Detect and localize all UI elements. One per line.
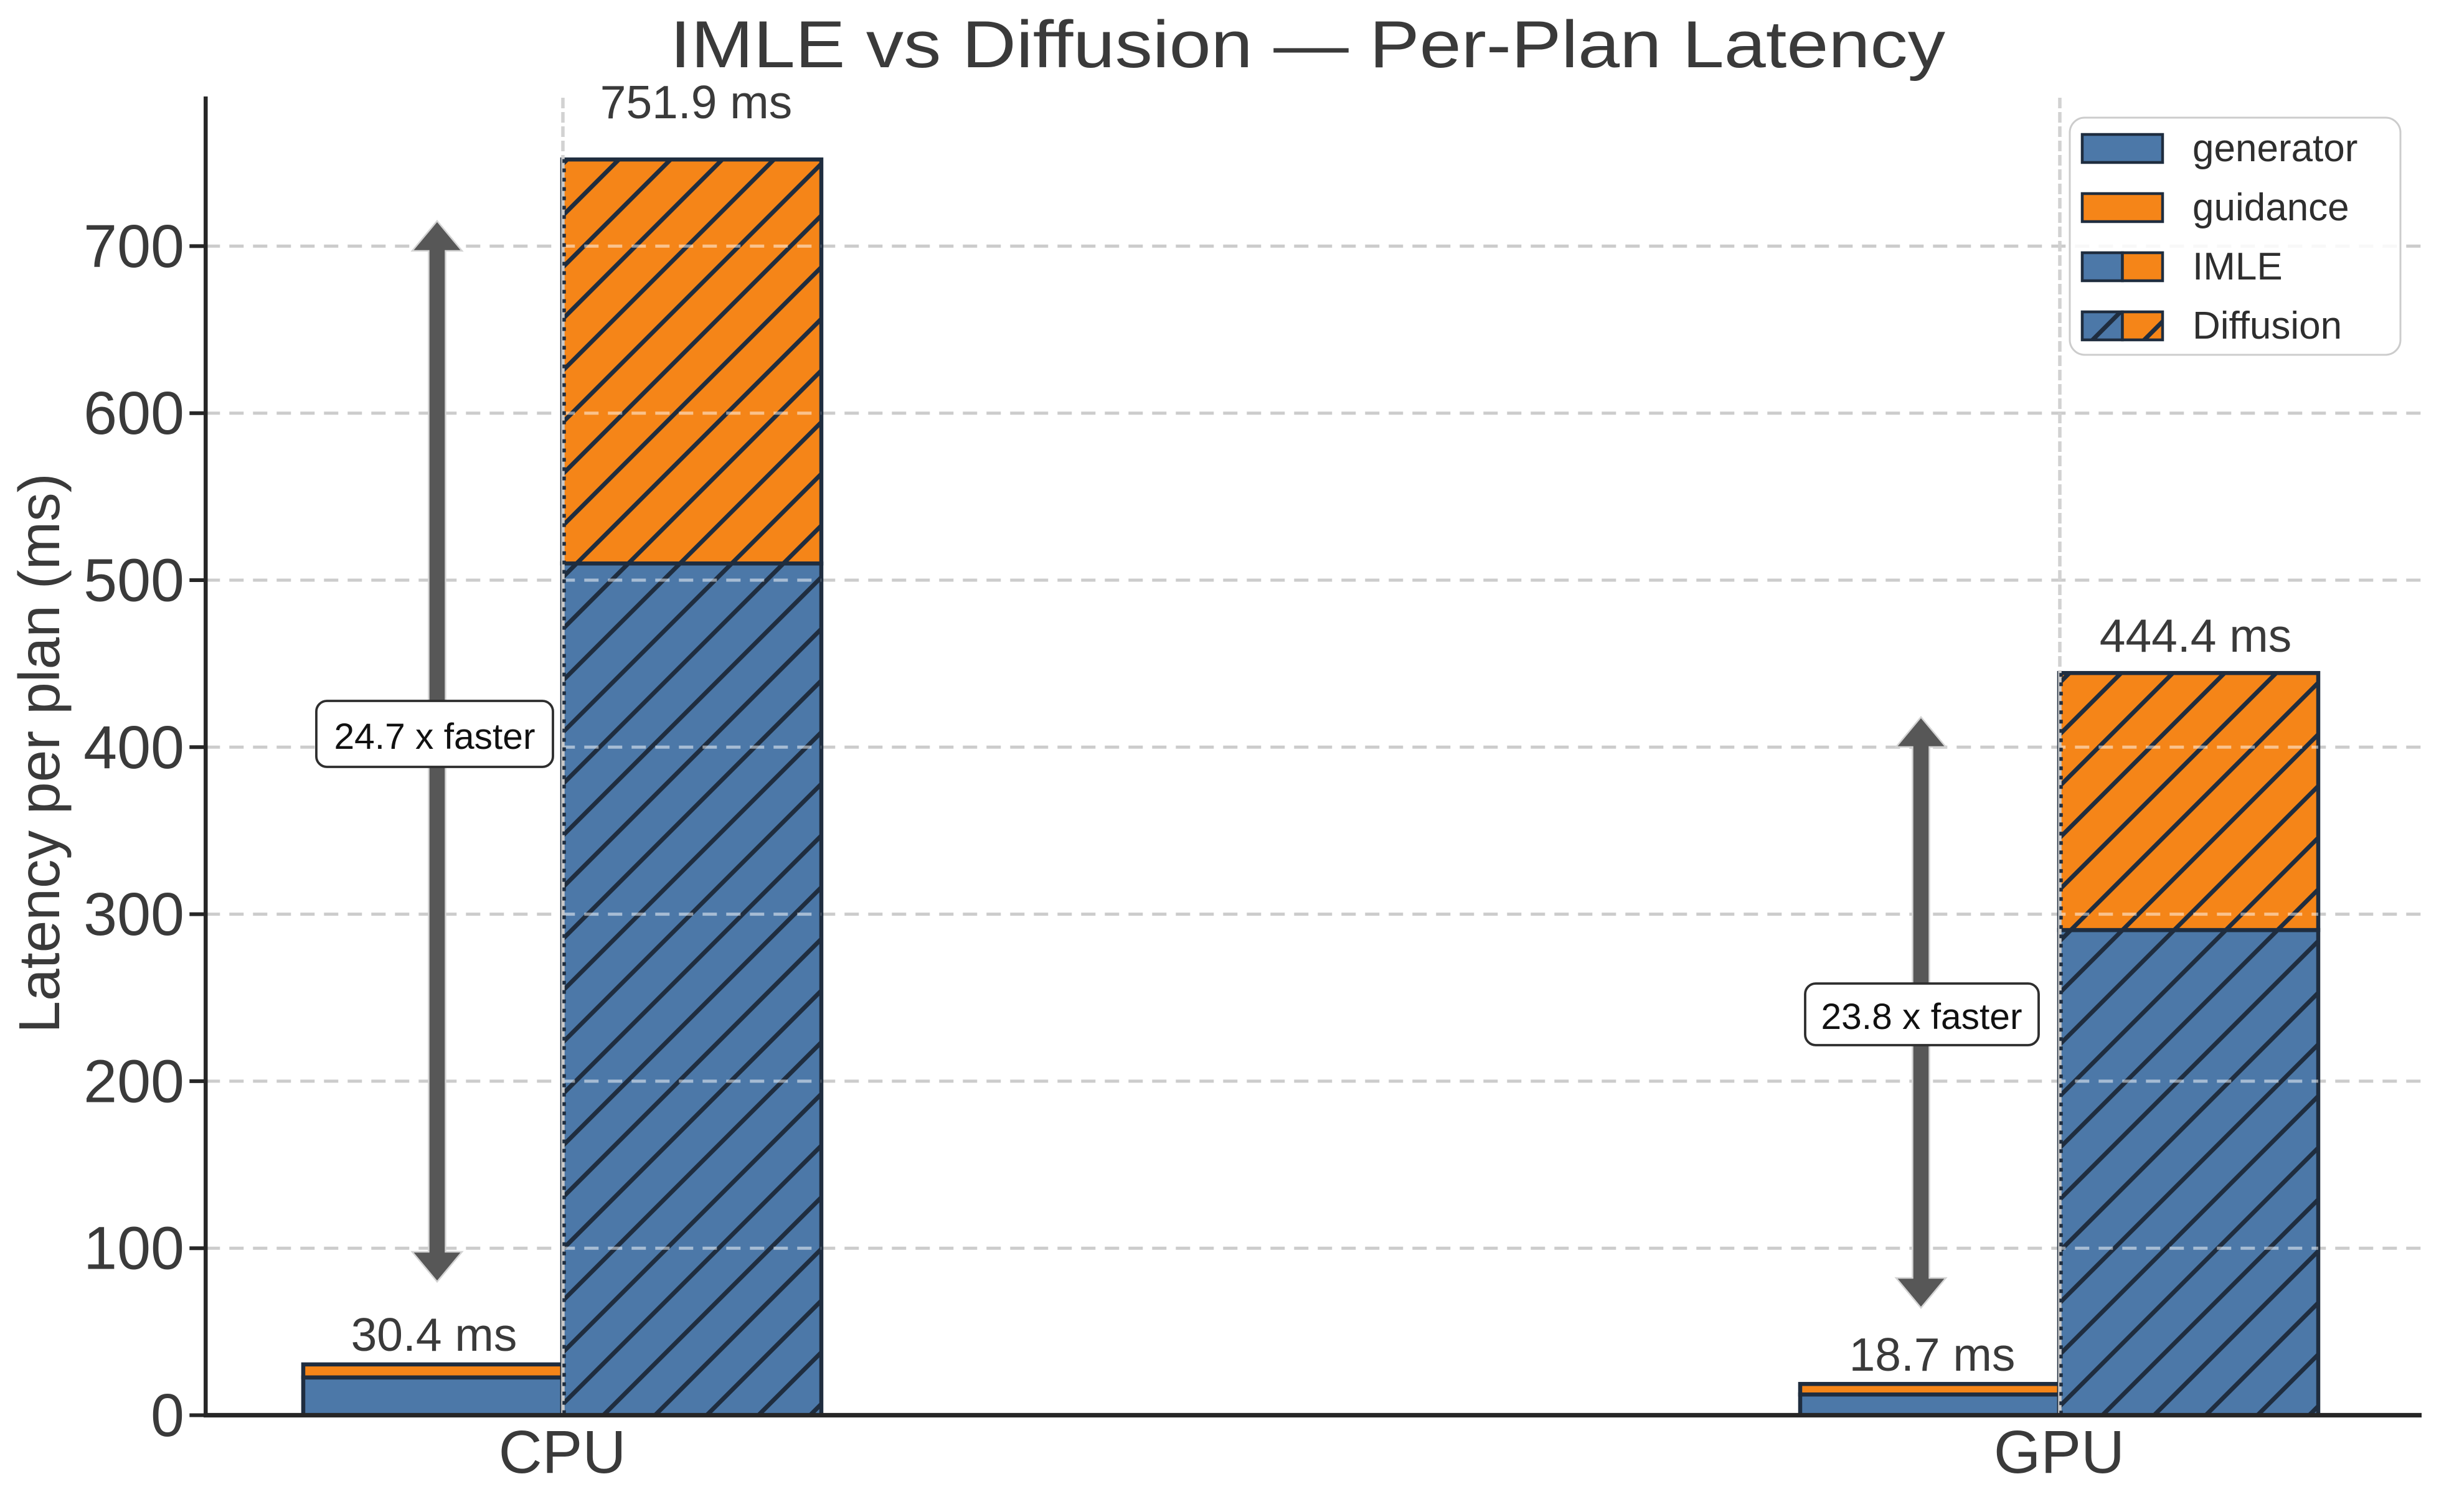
svg-text:IMLE: IMLE <box>2192 245 2283 288</box>
svg-text:Latency per plan (ms): Latency per plan (ms) <box>7 473 72 1033</box>
svg-text:200: 200 <box>83 1047 184 1115</box>
svg-text:751.9 ms: 751.9 ms <box>600 76 793 128</box>
svg-text:700: 700 <box>83 212 184 280</box>
svg-text:generator: generator <box>2192 127 2357 170</box>
svg-text:Diffusion: Diffusion <box>2192 304 2342 347</box>
svg-text:24.7 x faster: 24.7 x faster <box>334 716 536 757</box>
svg-text:444.4 ms: 444.4 ms <box>2100 609 2292 662</box>
svg-text:23.8 x faster: 23.8 x faster <box>1821 997 2022 1037</box>
svg-text:0: 0 <box>151 1381 184 1449</box>
svg-text:guidance: guidance <box>2192 186 2349 229</box>
svg-text:100: 100 <box>83 1214 184 1282</box>
svg-text:IMLE vs Diffusion — Per-Plan L: IMLE vs Diffusion — Per-Plan Latency <box>670 7 1946 82</box>
svg-text:CPU: CPU <box>499 1418 626 1486</box>
svg-text:18.7 ms: 18.7 ms <box>1849 1328 2016 1381</box>
svg-text:400: 400 <box>83 713 184 781</box>
svg-text:300: 300 <box>83 880 184 948</box>
svg-text:500: 500 <box>83 547 184 614</box>
svg-text:600: 600 <box>83 379 184 447</box>
svg-text:GPU: GPU <box>1994 1418 2125 1486</box>
svg-text:30.4 ms: 30.4 ms <box>351 1308 517 1361</box>
